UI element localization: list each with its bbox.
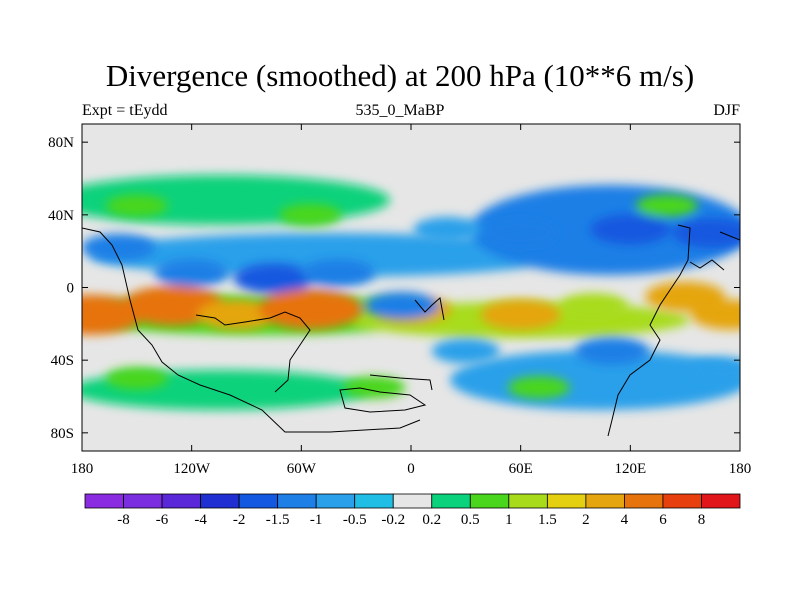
colorbar-swatch — [662, 493, 702, 509]
x-tick-label: 60E — [509, 461, 533, 477]
colorbar-label: 0.2 — [422, 512, 441, 528]
field-feature — [279, 203, 342, 227]
colorbar-swatch — [238, 493, 279, 509]
colorbar-label: -2 — [233, 512, 246, 528]
coastline-path — [607, 224, 691, 437]
colorbar-label: -1 — [310, 512, 323, 528]
x-tick-label: 0 — [407, 461, 415, 477]
colorbar-label: 8 — [698, 512, 706, 528]
field-feature — [300, 259, 375, 287]
colorbar-swatch — [200, 493, 240, 509]
field-feature — [258, 289, 363, 330]
field-feature — [690, 299, 740, 330]
field-feature — [154, 259, 229, 287]
colorbar-label: -1.5 — [266, 512, 290, 528]
field-feature — [687, 356, 740, 382]
colorbar-label: 6 — [659, 512, 667, 528]
field-feature — [483, 219, 558, 247]
coastline-path — [719, 231, 740, 241]
field-feature — [635, 194, 698, 217]
colorbar-swatch — [84, 493, 124, 509]
y-tick-label: 40N — [48, 208, 74, 224]
field-feature — [343, 376, 406, 399]
y-tick-label: 40S — [51, 353, 74, 369]
field-feature — [105, 194, 168, 217]
y-tick-label: 80N — [48, 135, 74, 151]
colorbar-label: -4 — [194, 512, 207, 528]
field-feature — [413, 216, 482, 242]
colorbar-swatch — [546, 493, 587, 509]
colorbar-label: -8 — [117, 512, 130, 528]
field-feature — [672, 218, 740, 248]
colorbar-swatch — [392, 493, 433, 509]
colorbar-swatch — [354, 493, 394, 509]
colorbar-swatch — [161, 493, 201, 509]
field-feature — [575, 337, 650, 365]
colorbar-swatch — [123, 493, 163, 509]
colorbar-label: -0.5 — [343, 512, 367, 528]
field-feature — [507, 376, 570, 399]
colorbar-label: 4 — [621, 512, 629, 528]
coastline-path — [689, 259, 725, 271]
colorbar-swatch — [508, 493, 548, 509]
colorbar-label: 1.5 — [538, 512, 557, 528]
colorbar-label: -0.2 — [381, 512, 405, 528]
season-label: DJF — [713, 102, 740, 119]
field-feature — [233, 263, 314, 294]
colorbar-label: 1 — [505, 512, 513, 528]
coastline-path — [82, 227, 421, 433]
x-axis: 180 120W 60W 0 60E 120E 180 — [71, 124, 752, 477]
coastline-path — [369, 374, 433, 391]
x-tick-label: 60W — [287, 461, 317, 477]
field-feature — [590, 214, 671, 245]
field-feature — [559, 293, 628, 319]
coastline-path — [339, 387, 427, 413]
y-tick-label: 80S — [51, 426, 74, 442]
run-label: 535_0_MaBP — [355, 102, 445, 119]
colorbar-label: -6 — [156, 512, 169, 528]
y-tick-label: 0 — [67, 281, 75, 297]
y-axis: 80N 40N 0 40S 80S — [48, 135, 740, 442]
colorbar-label: 0.5 — [461, 512, 480, 528]
field-feature — [480, 299, 561, 330]
coastline-path — [195, 311, 311, 393]
x-tick-label: 120W — [173, 461, 211, 477]
colorbar-swatch — [469, 493, 510, 509]
field-feature — [82, 233, 156, 262]
field-feature — [197, 299, 278, 330]
colorbar-swatch — [701, 493, 741, 509]
colorbar-swatch — [315, 493, 356, 509]
experiment-label: Expt = tEydd — [82, 102, 168, 119]
coastlines — [82, 224, 740, 437]
colorbar-swatch — [277, 493, 317, 509]
colorbar-swatch — [624, 493, 664, 509]
colorbar: -8 -6 -4 -2 -1.5 -1 -0.5 -0.2 0.2 0.5 1 1.5 2 4 6 8 — [84, 493, 741, 528]
field-feature — [364, 291, 439, 320]
field-feature — [105, 367, 168, 390]
chart-title: Divergence (smoothed) at 200 hPa (10**6 … — [105, 58, 695, 93]
field-feature — [431, 338, 500, 364]
colorbar-label: 2 — [582, 512, 590, 528]
coastline-path — [414, 297, 445, 321]
x-tick-label: 180 — [71, 461, 94, 477]
x-tick-label: 120E — [614, 461, 646, 477]
colorbar-swatch — [585, 493, 625, 509]
x-tick-label: 180 — [729, 461, 752, 477]
colorbar-swatch — [431, 493, 471, 509]
